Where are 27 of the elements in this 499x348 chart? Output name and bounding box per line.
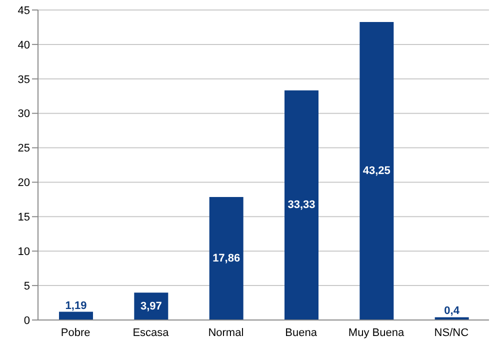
data-label: 17,86 (212, 252, 240, 264)
y-tick-label: 5 (24, 280, 30, 292)
bar (360, 22, 394, 320)
y-tick-label: 20 (18, 177, 30, 190)
x-tick-label: Pobre (60, 326, 90, 339)
y-tick-label: 10 (18, 246, 30, 258)
bar (209, 196, 244, 320)
y-tick-label: 0 (24, 314, 30, 327)
y-tick-label: 15 (18, 212, 30, 224)
y-tick-label: 35 (18, 74, 30, 86)
x-tick-label: Muy Buena (348, 326, 405, 339)
x-tick-label: Normal (208, 326, 244, 339)
bar (284, 90, 318, 320)
bar (434, 317, 469, 320)
bar (59, 312, 93, 320)
y-tick-label: 25 (18, 142, 30, 155)
y-tick-label: 45 (18, 4, 30, 17)
data-label: 1,19 (65, 300, 87, 312)
data-label: 33,33 (288, 199, 316, 212)
x-tick-label: Buena (285, 326, 318, 339)
data-label: 3,97 (140, 300, 162, 312)
x-tick-label: NS/NC (434, 326, 469, 339)
data-label: 43,25 (362, 165, 390, 178)
y-tick-label: 40 (18, 39, 30, 52)
data-label: 0,4 (444, 305, 460, 318)
x-tick-label: Escasa (132, 326, 170, 339)
y-tick-label: 30 (18, 108, 30, 120)
